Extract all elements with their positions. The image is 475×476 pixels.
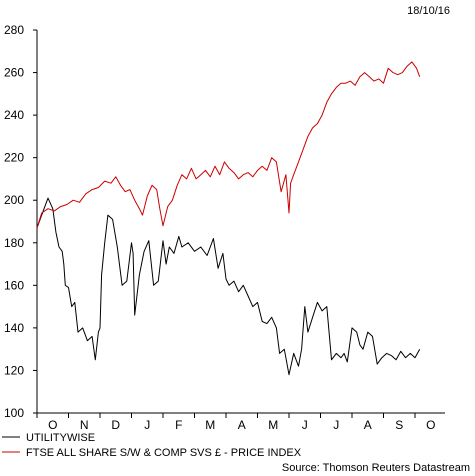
- series-line-ftse: [36, 61, 421, 229]
- date-stamp: 18/10/16: [407, 5, 450, 17]
- y-tick-label: 200: [4, 193, 24, 207]
- x-tick-label: J: [302, 418, 308, 432]
- y-tick-label: 180: [4, 236, 24, 250]
- y-tick-label: 220: [4, 151, 24, 165]
- x-tick-label: J: [144, 418, 150, 432]
- x-tick-label: M: [268, 418, 278, 432]
- x-tick-label: D: [111, 418, 120, 432]
- y-tick-label: 120: [4, 363, 24, 377]
- x-tick-label: M: [205, 418, 215, 432]
- x-tick-label: O: [426, 418, 435, 432]
- x-tick-label: A: [364, 418, 372, 432]
- plot-lines: [36, 61, 421, 376]
- legend-label: FTSE ALL SHARE S/W & COMP SVS £ - PRICE …: [26, 447, 302, 459]
- y-tick-label: 280: [4, 23, 24, 37]
- y-tick-label: 260: [4, 66, 24, 80]
- x-tick-label: O: [48, 418, 57, 432]
- y-tick-label: 140: [4, 321, 24, 335]
- y-tick-label: 240: [4, 108, 24, 122]
- y-tick-label: 100: [4, 406, 24, 420]
- x-tick-label: J: [333, 418, 339, 432]
- series-line-utilitywise: [36, 197, 421, 376]
- y-axis: 100 120 140 160 180 200 220 240 260 280: [4, 23, 38, 420]
- source-note: Source: Thomson Reuters Datastream: [282, 462, 470, 474]
- x-tick-label: S: [395, 418, 403, 432]
- legend: UTILITYWISE FTSE ALL SHARE S/W & COMP SVS…: [2, 432, 302, 459]
- x-tick-label: N: [80, 418, 89, 432]
- y-tick-label: 160: [4, 278, 24, 292]
- x-tick-label: F: [175, 418, 182, 432]
- x-tick-label: A: [238, 418, 246, 432]
- legend-label: UTILITYWISE: [26, 432, 95, 444]
